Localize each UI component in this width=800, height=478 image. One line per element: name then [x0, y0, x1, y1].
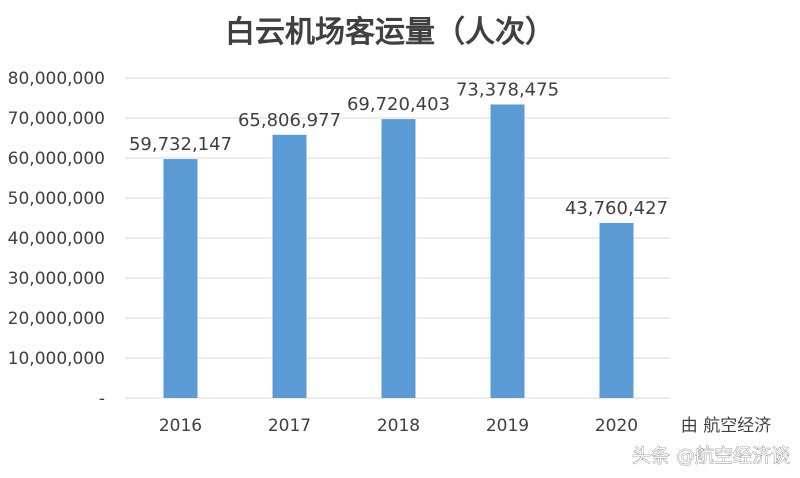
y-tick-label: 10,000,000 [8, 349, 105, 369]
source-annotation: 由 航空经济 [681, 416, 771, 436]
y-tick-label: 80,000,000 [8, 69, 105, 89]
bar-2020 [599, 222, 634, 398]
x-tick-label-2019: 2019 [486, 416, 529, 436]
x-tick-label-2017: 2017 [268, 416, 311, 436]
data-label-2017: 65,806,977 [238, 110, 341, 131]
x-tick-label-2018: 2018 [377, 416, 420, 436]
data-label-2019: 73,378,475 [456, 79, 559, 100]
y-tick-label: 20,000,000 [8, 309, 105, 329]
bar-2017 [272, 134, 307, 398]
chart-title: 白云机场客运量（人次） [225, 15, 555, 50]
data-label-2020: 43,760,427 [565, 198, 668, 219]
data-label-2016: 59,732,147 [129, 134, 232, 155]
bar-2016 [163, 159, 198, 398]
y-tick-label: 40,000,000 [8, 229, 105, 249]
y-tick-label: 30,000,000 [8, 269, 105, 289]
data-label-2018: 69,720,403 [347, 94, 450, 115]
bar-2019 [490, 104, 525, 399]
bars [163, 104, 634, 399]
y-tick-label: 70,000,000 [8, 109, 105, 129]
data-labels: 59,732,147 65,806,977 69,720,403 73,378,475… [129, 79, 668, 218]
x-axis: 2016 2017 2018 2019 2020 [159, 416, 638, 436]
x-tick-label-2020: 2020 [595, 416, 638, 436]
y-tick-label: 50,000,000 [8, 189, 105, 209]
y-axis: - 10,000,000 20,000,000 30,000,000 40,000,00… [8, 69, 105, 409]
watermark: 头条 @航空经济谈 [632, 445, 790, 467]
x-tick-label-2016: 2016 [159, 416, 202, 436]
bar-2018 [381, 119, 416, 399]
y-tick-label: 60,000,000 [8, 149, 105, 169]
y-tick-label: - [99, 389, 105, 409]
